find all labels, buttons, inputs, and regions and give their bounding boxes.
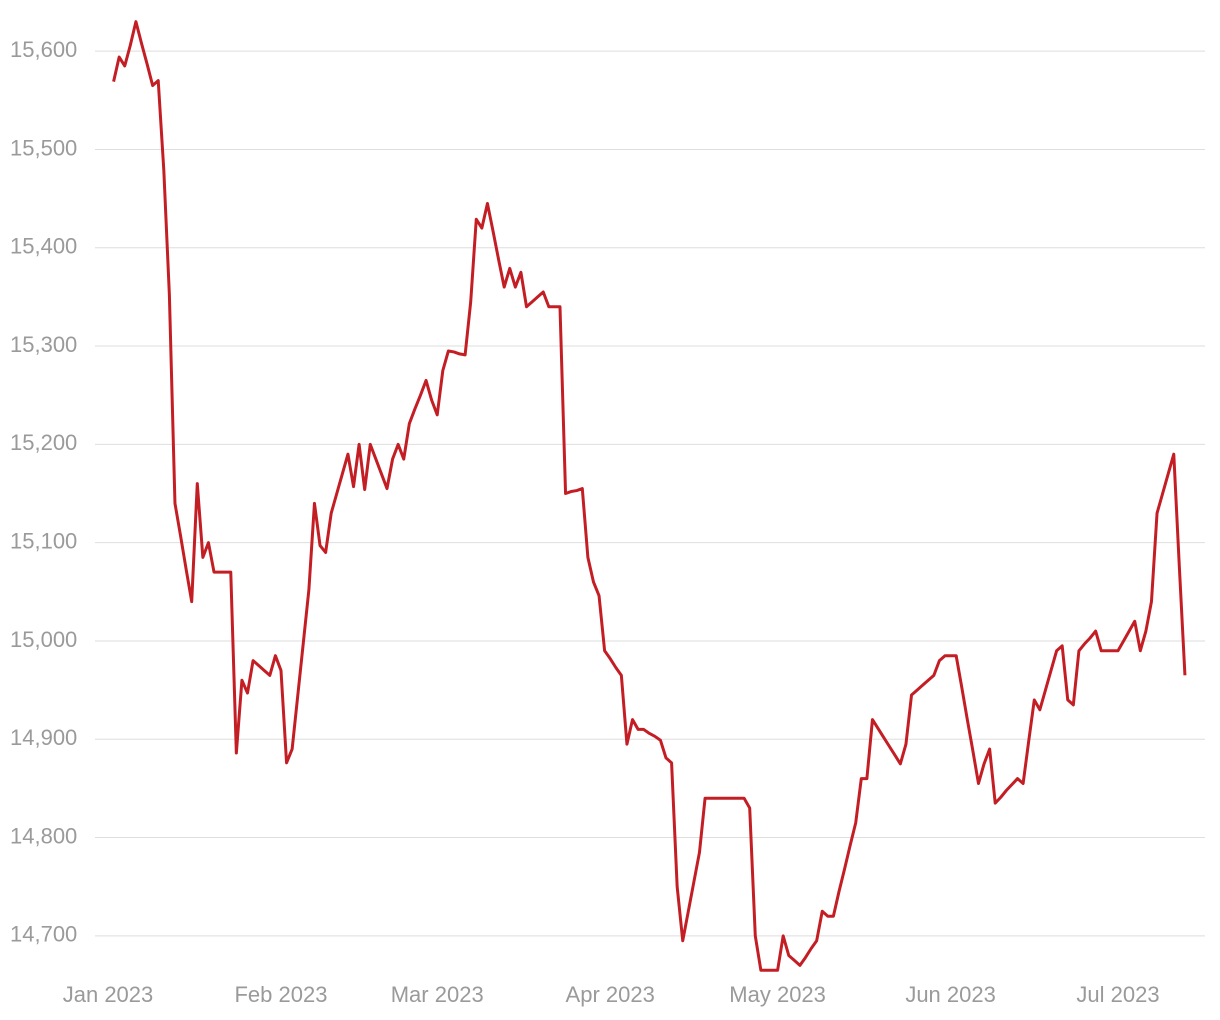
x-tick-label: Apr 2023 [566,982,655,1007]
x-tick-label: Jan 2023 [63,982,154,1007]
x-tick-label: Feb 2023 [234,982,327,1007]
y-tick-label: 15,500 [10,135,77,160]
y-tick-label: 15,200 [10,430,77,455]
y-tick-label: 14,900 [10,725,77,750]
y-tick-label: 15,600 [10,37,77,62]
x-tick-label: Jul 2023 [1076,982,1159,1007]
price-line [112,20,1187,972]
x-tick-label: Jun 2023 [905,982,996,1007]
y-tick-label: 14,700 [10,922,77,947]
x-tick-label: Mar 2023 [391,982,484,1007]
y-tick-label: 14,800 [10,823,77,848]
y-tick-label: 15,300 [10,332,77,357]
y-tick-label: 15,400 [10,234,77,259]
x-tick-label: May 2023 [729,982,826,1007]
y-tick-label: 15,000 [10,627,77,652]
y-tick-label: 15,100 [10,528,77,553]
